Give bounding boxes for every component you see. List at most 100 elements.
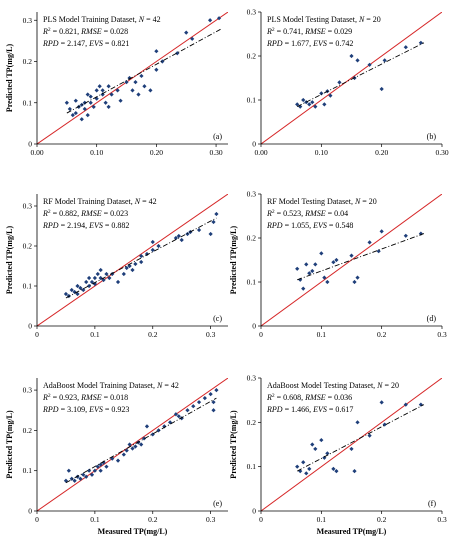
- y-tick-label: 0.3: [247, 8, 257, 17]
- stats-line-3: RPD = 2.194, EVS = 0.882: [42, 221, 129, 230]
- data-point: [124, 265, 129, 271]
- data-point: [379, 86, 384, 92]
- scatter-panel-d: 0 0.1 0.2 0.3 0 0.1 0.2 0.3 Predicted TP(mg/L) RF…: [229, 190, 447, 340]
- x-tick-label: 0.3: [437, 515, 447, 524]
- data-point: [103, 100, 108, 105]
- stats-line-1: RF Model Testing Dataset, N = 20: [267, 197, 377, 206]
- data-point: [216, 16, 222, 21]
- y-axis-title: Predicted TP(mg/L): [229, 410, 238, 479]
- data-point: [98, 462, 103, 467]
- data-point: [86, 275, 92, 281]
- scatter-panel-c: 0 0.1 0.2 0.3 0 0.1 0.2 0.3 Predicted TP(mg/L) RF…: [5, 194, 228, 339]
- data-point: [139, 259, 144, 265]
- data-point: [91, 104, 96, 109]
- data-point: [295, 102, 300, 107]
- x-axis-title: Measured TP(mg/L): [98, 527, 168, 536]
- data-point: [185, 231, 190, 237]
- y-tick-label: 0: [28, 507, 32, 516]
- stats-line-3: RPD = 1.677, EVS = 0.742: [266, 39, 353, 48]
- stats-line-3: RPD = 1.466, EVS = 0.617: [266, 405, 353, 414]
- data-point: [211, 400, 216, 405]
- data-point: [208, 231, 213, 237]
- data-point: [98, 267, 103, 273]
- data-point: [100, 88, 105, 93]
- data-point: [313, 446, 318, 452]
- data-point: [81, 287, 86, 293]
- x-tick-label: 0.10: [315, 148, 328, 157]
- data-point: [382, 422, 387, 427]
- data-point: [367, 240, 372, 245]
- data-point: [349, 253, 354, 258]
- stats-line-2: R2 = 0.608, RMSE = 0.036: [266, 393, 352, 402]
- panel-label: (c): [213, 314, 222, 323]
- stats-line-1: RF Model Training Dataset, N = 42: [43, 197, 157, 206]
- data-point: [82, 100, 87, 105]
- x-tick-label: 0.2: [377, 515, 387, 524]
- x-tick-label: 0: [35, 515, 39, 524]
- x-tick-label: 0: [259, 330, 263, 339]
- data-point: [355, 58, 360, 63]
- stats-line-1: AdaBoost Model Training Dataset, N = 42: [43, 381, 179, 390]
- data-point: [92, 275, 97, 281]
- data-point: [118, 98, 123, 103]
- x-tick-label: 0.2: [377, 330, 387, 339]
- y-tick-label: 0.1: [247, 278, 257, 287]
- x-tick-label: 0.2: [148, 515, 158, 524]
- data-point: [322, 275, 327, 280]
- data-point: [66, 468, 71, 473]
- y-tick-label: 0: [252, 140, 256, 149]
- data-point: [130, 267, 135, 273]
- y-axis-title: Predicted TP(mg/L): [5, 225, 14, 294]
- stats-line-2: R2 = 0.523, RMSE = 0.04: [266, 209, 348, 218]
- data-point: [78, 476, 83, 481]
- data-point: [191, 404, 196, 409]
- data-point: [310, 442, 315, 447]
- data-point: [150, 432, 155, 437]
- data-point: [319, 91, 324, 96]
- data-point: [214, 211, 219, 217]
- data-point: [101, 460, 106, 465]
- data-point: [69, 287, 74, 293]
- data-point: [97, 84, 102, 89]
- data-point: [322, 455, 327, 460]
- data-point: [121, 452, 126, 457]
- data-point: [150, 239, 155, 245]
- data-point: [75, 291, 80, 297]
- data-point: [75, 283, 80, 289]
- x-tick-label: 0.20: [150, 148, 163, 157]
- data-point: [196, 227, 202, 233]
- data-point: [139, 73, 144, 79]
- stats-line-2: R2 = 0.741, RMSE = 0.029: [266, 27, 352, 36]
- data-point: [379, 229, 384, 234]
- data-point: [133, 80, 138, 85]
- data-point: [190, 36, 195, 41]
- data-point: [136, 92, 141, 97]
- data-point: [89, 279, 95, 285]
- stats-line-2: R2 = 0.923, RMSE = 0.018: [42, 393, 128, 402]
- data-point: [139, 253, 144, 259]
- data-point: [115, 458, 121, 463]
- x-tick-label: 0.2: [148, 330, 158, 339]
- data-point: [107, 275, 112, 281]
- data-point: [211, 219, 216, 225]
- data-point: [139, 442, 144, 447]
- x-tick-label: 0.20: [375, 148, 388, 157]
- one-to-one-line: [37, 378, 228, 511]
- y-axis-title: Predicted TP(mg/L): [229, 225, 238, 294]
- data-point: [84, 474, 89, 479]
- y-tick-label: 0.2: [23, 242, 33, 251]
- data-point: [328, 93, 333, 98]
- panel-label: (d): [427, 314, 437, 323]
- y-tick-label: 0.1: [247, 462, 257, 471]
- data-point: [207, 18, 213, 23]
- y-axis-title: Predicted TP(mg/L): [5, 410, 14, 479]
- data-point: [92, 468, 97, 473]
- y-tick-label: 0.3: [23, 16, 33, 25]
- data-point: [310, 100, 315, 105]
- data-point: [89, 472, 95, 477]
- trend-line: [66, 28, 223, 114]
- x-tick-label: 0.1: [317, 515, 327, 524]
- x-tick-label: 0.1: [90, 330, 100, 339]
- y-tick-label: 0.3: [247, 374, 257, 383]
- data-point: [142, 84, 147, 89]
